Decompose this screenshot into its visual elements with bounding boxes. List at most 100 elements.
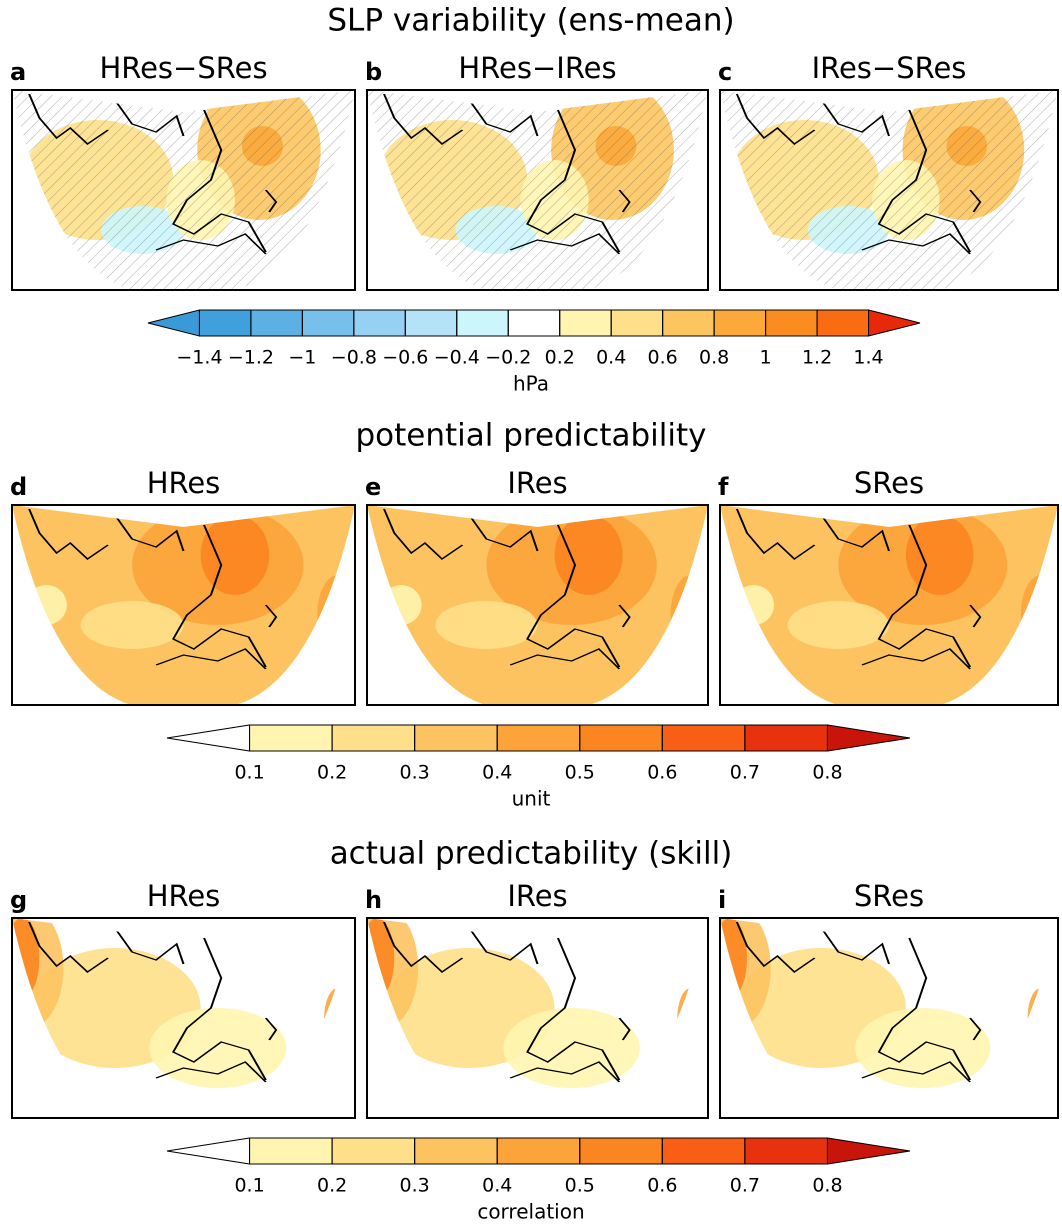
colorbar-triangle xyxy=(826,724,911,752)
map-field xyxy=(317,575,355,655)
map xyxy=(367,505,708,705)
colorbar-tick-label: 0.7 xyxy=(730,762,760,784)
map-field xyxy=(1027,988,1055,1048)
colorbar-tick-label: −1 xyxy=(288,347,316,369)
colorbar-tick-label: 0.6 xyxy=(647,1175,677,1197)
coastline xyxy=(383,508,631,670)
colorbar-tick-label: 0.7 xyxy=(730,1175,760,1197)
colorbar-box xyxy=(744,1137,828,1165)
coastline xyxy=(383,921,631,1083)
panel-title: IRes−SRes xyxy=(812,51,967,85)
colorbar-label: correlation xyxy=(477,1200,584,1224)
map xyxy=(12,918,355,1118)
map-field xyxy=(670,575,708,655)
panel-letter: c xyxy=(718,58,732,86)
map-field xyxy=(855,1008,991,1088)
colorbar-box xyxy=(661,1137,746,1165)
colorbar-tick-label: 0.5 xyxy=(565,1175,595,1197)
panel-frame xyxy=(366,917,709,1119)
colorbar-box xyxy=(496,1137,581,1165)
map-field xyxy=(25,585,67,625)
panel-title: HRes−IRes xyxy=(458,51,616,85)
colorbar-triangle xyxy=(166,1137,251,1165)
panel-title: HRes xyxy=(147,466,221,500)
section-title: SLP variability (ens-mean) xyxy=(327,3,734,39)
colorbar-box xyxy=(496,724,581,752)
coastline xyxy=(383,93,631,255)
colorbar-tick-label: 0.4 xyxy=(596,347,626,369)
colorbar-box xyxy=(249,724,333,752)
colorbar-triangle xyxy=(826,1137,911,1165)
map-field xyxy=(12,918,40,998)
map xyxy=(720,90,1058,290)
colorbar-box xyxy=(301,309,355,337)
panel-letter: e xyxy=(365,473,381,501)
colorbar-tick-label: 0.4 xyxy=(482,1175,512,1197)
colorbar-box xyxy=(414,724,498,752)
panel-letter: i xyxy=(718,886,726,914)
panel-letter: h xyxy=(365,886,382,914)
hatching xyxy=(720,90,1058,290)
coastline xyxy=(28,93,278,255)
colorbar-box xyxy=(249,1137,333,1165)
panel-frame xyxy=(11,917,356,1119)
colorbar-box xyxy=(765,309,818,337)
colorbar-box xyxy=(744,724,828,752)
map xyxy=(12,90,355,290)
panel-frame xyxy=(719,89,1059,291)
colorbar-box xyxy=(610,309,664,337)
coastline xyxy=(28,921,278,1083)
colorbar-triangle xyxy=(166,724,251,752)
colorbar-tick-label: 0.5 xyxy=(565,762,595,784)
map-field xyxy=(1020,575,1058,655)
panel-frame xyxy=(719,917,1059,1119)
map-field xyxy=(80,601,184,649)
colorbar-box xyxy=(198,309,252,337)
map-field xyxy=(720,918,748,998)
colorbar-tick-label: 0.3 xyxy=(400,1175,430,1197)
panel-letter: d xyxy=(10,473,27,501)
map-field xyxy=(149,1008,287,1088)
map xyxy=(720,918,1058,1118)
colorbar-tick-label: 1.4 xyxy=(853,347,883,369)
map xyxy=(367,918,708,1118)
colorbar-tick-label: 0.8 xyxy=(699,347,729,369)
colorbar-box xyxy=(661,724,746,752)
coastline xyxy=(735,93,982,255)
colorbar-tick-label: 0.6 xyxy=(648,347,678,369)
panel-frame xyxy=(719,504,1059,706)
colorbar-box xyxy=(404,309,458,337)
coastline xyxy=(28,508,278,670)
map-field xyxy=(905,515,974,595)
panel-title: SRes xyxy=(854,466,924,500)
map-field xyxy=(380,585,422,625)
panel-frame xyxy=(11,89,356,291)
colorbar-tick-label: 0.6 xyxy=(647,762,677,784)
colorbar-tick-label: 0.1 xyxy=(234,1175,264,1197)
colorbar-label: unit xyxy=(512,787,551,811)
panel-title: HRes−SRes xyxy=(99,51,267,85)
colorbar-box xyxy=(559,309,612,337)
panel-letter: b xyxy=(365,58,382,86)
map-field xyxy=(324,988,352,1048)
colorbar-label: hPa xyxy=(513,372,549,396)
colorbar-tick-label: 0.2 xyxy=(317,762,347,784)
map-field xyxy=(503,1008,640,1088)
panel-frame xyxy=(366,89,709,291)
colorbar-box xyxy=(414,1137,498,1165)
panel-letter: a xyxy=(10,58,26,86)
colorbar-tick-label: 0.3 xyxy=(400,762,430,784)
colorbar-tick-label: −1.4 xyxy=(176,347,222,369)
colorbar-tick-label: 0.1 xyxy=(234,762,264,784)
coastline xyxy=(735,921,982,1083)
map-field xyxy=(367,918,395,998)
map-field xyxy=(677,988,705,1048)
colorbar-tick-label: 1.2 xyxy=(802,347,832,369)
panel-title: IRes xyxy=(507,879,567,913)
hatching xyxy=(367,90,708,290)
panel-frame xyxy=(366,504,709,706)
colorbar-tick-label: 0.8 xyxy=(812,1175,842,1197)
coastline xyxy=(735,508,982,670)
panel-title: HRes xyxy=(147,879,221,913)
